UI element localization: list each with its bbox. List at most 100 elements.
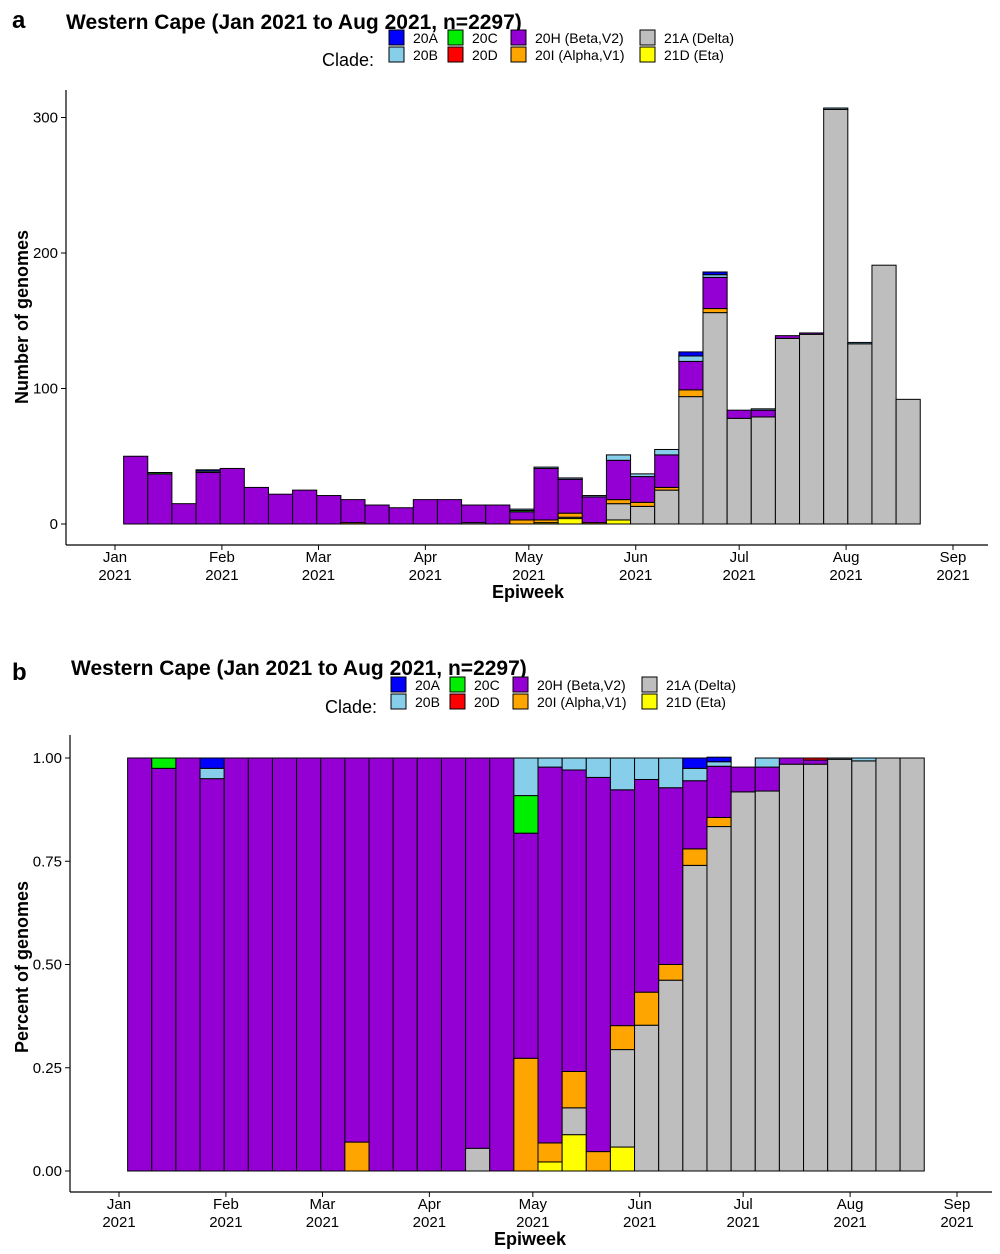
bar-segment-20i-alpha-v1 — [537, 1142, 563, 1163]
bar-segment-21a-delta — [895, 398, 921, 525]
y-tick-label: 0 — [50, 516, 58, 533]
bar-segment-21a-delta — [851, 760, 877, 1172]
y-tick-label: 0.50 — [33, 957, 62, 974]
bar-segment-20b — [533, 466, 559, 469]
bar-segment-21a-delta — [702, 312, 728, 525]
bar-segment-20h-beta-v2 — [509, 511, 535, 521]
bar-segment-20b — [513, 757, 539, 797]
bar-segment-20i-alpha-v1 — [605, 499, 632, 505]
bar-segment-20h-beta-v2 — [127, 757, 153, 1172]
bar-segment-20h-beta-v2 — [561, 769, 587, 1072]
x-tick-label-year: 2021 — [833, 1214, 866, 1231]
legend-label-20i-alpha-v1: 20I (Alpha,V1) — [537, 694, 627, 710]
bar-segment-21a-delta — [730, 791, 756, 1172]
x-tick-label-year: 2021 — [306, 1214, 339, 1231]
plot-area-a: 0100200300Jan2021Feb2021Mar2021Apr2021Ma… — [33, 90, 988, 584]
x-tick-label-month: Feb — [213, 1196, 239, 1213]
y-tick-label: 0.75 — [33, 853, 62, 870]
legend-swatch-20b — [388, 46, 405, 63]
bar-segment-20a — [706, 756, 732, 763]
bar-segment-20b — [847, 341, 873, 345]
legend-swatch-20h-beta-v2 — [512, 676, 529, 693]
bar-segment-20a — [678, 351, 704, 357]
legend-swatch-20b — [390, 693, 407, 710]
bar-segment-20h-beta-v2 — [585, 776, 611, 1153]
legend-label-20d: 20D — [472, 47, 498, 63]
bar-segment-20h-beta-v2 — [388, 507, 414, 525]
legend-swatch-21a-delta — [641, 676, 658, 693]
legend-swatch-20h-beta-v2 — [510, 29, 527, 46]
bar-segment-20h-beta-v2 — [344, 757, 370, 1143]
x-tick-label-year: 2021 — [413, 1214, 446, 1231]
bar-segment-20h-beta-v2 — [799, 332, 825, 335]
x-tick-label-month: May — [515, 549, 544, 566]
x-tick-label-month: Jul — [730, 549, 749, 566]
bar-segment-21a-delta — [561, 1107, 587, 1136]
bar-segment-21a-delta — [750, 416, 776, 525]
bar-segment-20b — [678, 355, 704, 362]
bar-segment-20h-beta-v2 — [364, 504, 390, 525]
legend-label-20h-beta-v2: 20H (Beta,V2) — [535, 30, 624, 46]
legend-label-20c: 20C — [472, 30, 498, 46]
x-tick-label-year: 2021 — [940, 1214, 973, 1231]
y-tick-label: 0.25 — [33, 1060, 62, 1077]
bar-segment-20h-beta-v2 — [754, 766, 780, 792]
bar-segment-20b — [561, 757, 587, 771]
x-tick-label-year: 2021 — [727, 1214, 760, 1231]
bar-segment-20h-beta-v2 — [461, 504, 487, 524]
legend-swatch-20d — [449, 693, 466, 710]
bar-segment-21d-eta — [537, 1161, 563, 1172]
bar-segment-20h-beta-v2 — [195, 472, 221, 525]
bar-segment-20h-beta-v2 — [730, 766, 756, 793]
bar-segment-20h-beta-v2 — [706, 765, 732, 818]
y-axis-title-b: Percent of genomes — [12, 881, 32, 1053]
bar-segment-20h-beta-v2 — [412, 499, 438, 525]
bar-segment-21d-eta — [557, 518, 583, 525]
bar-segment-20h-beta-v2 — [485, 504, 511, 525]
bar-segment-20h-beta-v2 — [634, 778, 660, 993]
x-tick-label-year: 2021 — [409, 567, 442, 584]
bar-segment-20i-alpha-v1 — [634, 991, 660, 1026]
bar-segment-20h-beta-v2 — [774, 335, 801, 339]
bar-segment-21a-delta — [827, 758, 853, 1172]
bar-segment-21a-delta — [678, 396, 704, 525]
bar-segment-20h-beta-v2 — [223, 757, 249, 1172]
bar-segment-21a-delta — [682, 864, 708, 1172]
x-tick-label-month: Jan — [103, 549, 127, 566]
bar-segment-20h-beta-v2 — [147, 473, 173, 525]
bar-segment-20b — [509, 508, 535, 511]
bar-segment-20h-beta-v2 — [151, 767, 177, 1172]
x-tick-label-month: May — [519, 1196, 548, 1213]
bar-segment-20b — [827, 757, 853, 760]
legend-label-20c: 20C — [474, 677, 500, 693]
bar-segment-20h-beta-v2 — [489, 757, 515, 1172]
bar-segment-20h-beta-v2 — [658, 787, 684, 966]
bar-segment-20h-beta-v2 — [316, 495, 342, 525]
legend-label-20d: 20D — [474, 694, 500, 710]
chart-title-b: Western Cape (Jan 2021 to Aug 2021, n=22… — [71, 657, 527, 680]
bar-segment-20b — [199, 767, 225, 780]
bar-segment-20h-beta-v2 — [436, 499, 463, 525]
bar-segment-21d-eta — [561, 1134, 587, 1172]
bar-segment-20h-beta-v2 — [702, 276, 728, 310]
x-tick-label-month: Apr — [418, 1196, 441, 1213]
bar-segment-20i-alpha-v1 — [702, 308, 728, 314]
panel-b: b Western Cape (Jan 2021 to Aug 2021, n=… — [12, 657, 992, 1249]
bar-segment-20c — [147, 472, 173, 475]
bar-segment-20h-beta-v2 — [630, 476, 656, 503]
x-axis-title-b: Epiweek — [494, 1229, 567, 1249]
bar-segment-21a-delta — [465, 1147, 491, 1172]
bar-segment-20i-alpha-v1 — [630, 501, 656, 507]
x-tick-label-year: 2021 — [516, 1214, 549, 1231]
y-tick-label: 0.00 — [33, 1163, 62, 1180]
legend-label-21a-delta: 21A (Delta) — [664, 30, 734, 46]
bar-segment-20h-beta-v2 — [609, 789, 636, 1027]
x-axis-title-a: Epiweek — [492, 582, 565, 602]
bar-segment-21a-delta — [658, 979, 684, 1172]
legend-label-21d-eta: 21D (Eta) — [664, 47, 724, 63]
bar-segment-20i-alpha-v1 — [561, 1070, 587, 1109]
bar-segment-20h-beta-v2 — [392, 757, 418, 1172]
bar-segment-20b — [823, 107, 849, 110]
bar-segment-20b — [537, 757, 563, 768]
legend-label-21d-eta: 21D (Eta) — [666, 694, 726, 710]
